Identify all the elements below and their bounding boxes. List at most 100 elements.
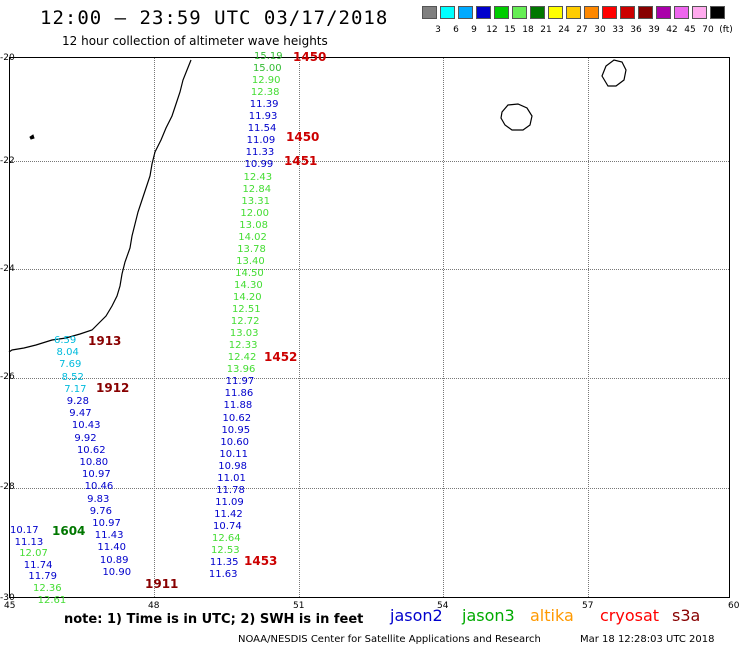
legend-swatch — [512, 6, 527, 19]
legend-swatch — [458, 6, 473, 19]
satellite-label-jason2: jason2 — [390, 606, 443, 625]
lat-label-minus-28: -28 — [0, 482, 15, 492]
small-island — [29, 134, 35, 140]
swh-value: 11.86 — [224, 388, 254, 400]
swh-value: 7.17 — [64, 383, 87, 395]
swh-value: 14.50 — [235, 267, 264, 279]
swh-value: 9.28 — [66, 396, 90, 407]
legend-label: 70 — [702, 25, 714, 35]
swh-value: 11.09 — [246, 135, 276, 147]
swh-value: 11.79 — [28, 571, 58, 583]
swh-value: 9.47 — [69, 408, 92, 420]
swh-value: 11.88 — [223, 400, 253, 412]
legend-label: 12 — [486, 25, 498, 35]
time-label: 1913 — [88, 334, 122, 348]
swh-value: 10.99 — [244, 159, 274, 171]
swh-value: 12.38 — [250, 87, 280, 99]
swh-value: 10.80 — [79, 457, 109, 468]
swh-value: 7.69 — [59, 359, 82, 371]
swh-value: 13.96 — [226, 364, 256, 376]
swh-value: 15.19 — [254, 51, 283, 62]
legend-swatch — [710, 6, 725, 19]
time-label: 1452 — [264, 350, 298, 364]
swh-value: 10.74 — [213, 520, 242, 532]
legend-label: 30 — [594, 25, 606, 35]
swh-value: 10.43 — [71, 420, 101, 432]
legend-label: 27 — [576, 25, 588, 35]
swh-value: 12.33 — [228, 340, 258, 352]
swh-value: 11.97 — [225, 376, 255, 388]
legend-label: 39 — [648, 25, 660, 35]
swh-value: 10.89 — [99, 554, 129, 566]
swh-value: 11.42 — [214, 508, 243, 520]
time-label: 1912 — [96, 381, 130, 395]
swh-value: 12.84 — [242, 183, 272, 195]
lon-label-57: 57 — [582, 601, 594, 611]
legend-swatch — [692, 6, 707, 19]
swh-value: 11.13 — [14, 536, 44, 548]
swh-value: 11.40 — [97, 542, 126, 554]
mauritius-island — [601, 59, 627, 87]
legend-swatch — [638, 6, 653, 19]
time-label: 1453 — [244, 554, 278, 568]
lon-label-51: 51 — [293, 601, 305, 611]
lat-label-minus-24: -24 — [0, 264, 15, 274]
legend-label: 36 — [630, 25, 642, 35]
swh-value: 10.97 — [82, 469, 111, 481]
swh-value: 11.43 — [94, 530, 124, 542]
legend-label: 21 — [540, 25, 552, 35]
lon-label-48: 48 — [148, 601, 160, 611]
swh-value: 10.95 — [221, 424, 251, 436]
legend-label: 45 — [684, 25, 696, 35]
swh-value: 12.51 — [231, 304, 261, 316]
legend-swatch — [656, 6, 671, 19]
legend-label: 9 — [471, 25, 477, 35]
legend-label: 15 — [504, 25, 516, 35]
legend-swatch — [584, 6, 599, 19]
lon-label-45: 45 — [4, 601, 16, 611]
swh-value: 10.97 — [92, 518, 121, 529]
credit-text: NOAA/NESDIS Center for Satellite Applica… — [238, 634, 541, 645]
swh-value: 10.60 — [220, 436, 250, 448]
swh-value: 11.78 — [216, 484, 245, 496]
swh-value: 12.64 — [212, 533, 241, 544]
swh-value: 13.78 — [237, 243, 266, 255]
swh-value: 12.90 — [251, 75, 281, 87]
swh-value: 10.62 — [76, 444, 106, 456]
swh-value: 12.72 — [230, 316, 260, 328]
swh-value: 13.40 — [236, 255, 265, 267]
grid-line-lon-54 — [443, 58, 444, 597]
legend-swatch — [620, 6, 635, 19]
lat-label-minus-30: -30 — [0, 593, 15, 603]
satellite-label-altika: altika — [530, 606, 574, 625]
legend-swatch — [494, 6, 509, 19]
legend-swatch — [440, 6, 455, 19]
time-label: 1450 — [293, 50, 327, 64]
swh-value: 11.33 — [245, 147, 275, 159]
swh-value: 12.53 — [210, 545, 240, 557]
grid-line-lon-57 — [588, 58, 589, 597]
grid-line-lon-48 — [154, 58, 155, 597]
grid-line-lat-24 — [10, 269, 729, 270]
swh-value: 12.00 — [240, 207, 269, 219]
swh-value: 10.98 — [218, 460, 247, 472]
swh-value: 10.90 — [102, 566, 132, 578]
swh-value: 11.09 — [215, 496, 244, 508]
footnote: note: 1) Time is in UTC; 2) SWH is in fe… — [64, 612, 364, 627]
swh-value: 12.61 — [37, 594, 67, 606]
time-label: 1450 — [286, 130, 320, 144]
legend-swatch — [566, 6, 581, 19]
time-label: 1604 — [52, 524, 86, 538]
satellite-label-s3a: s3a — [672, 606, 701, 625]
swh-value: 10.11 — [219, 448, 248, 460]
legend-swatch — [476, 6, 491, 19]
swh-value: 12.43 — [243, 171, 273, 183]
satellite-label-jason3: jason3 — [462, 606, 515, 625]
swh-value: 15.00 — [252, 63, 282, 75]
swh-value: 12.36 — [33, 583, 62, 594]
grid-line-lat-26 — [10, 378, 729, 379]
swh-value: 11.35 — [209, 557, 239, 569]
lat-label-minus-22: -22 — [0, 156, 15, 166]
swh-value: 10.46 — [84, 481, 114, 493]
